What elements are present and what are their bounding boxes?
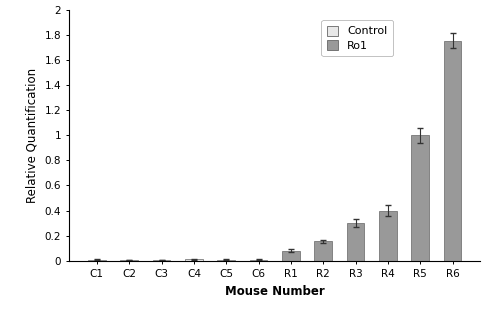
Bar [217, 260, 235, 261]
Bar [88, 260, 106, 261]
Bar [282, 251, 300, 261]
Bar [411, 135, 429, 261]
Bar [152, 260, 170, 261]
Bar [185, 259, 203, 261]
Y-axis label: Relative Quantification: Relative Quantification [26, 68, 39, 203]
Legend: Control, Ro1: Control, Ro1 [321, 20, 393, 56]
Bar [314, 241, 332, 261]
Bar [444, 41, 461, 261]
Bar [379, 211, 397, 261]
Bar [120, 260, 138, 261]
X-axis label: Mouse Number: Mouse Number [225, 285, 325, 298]
Bar [249, 259, 267, 261]
Bar [346, 223, 364, 261]
